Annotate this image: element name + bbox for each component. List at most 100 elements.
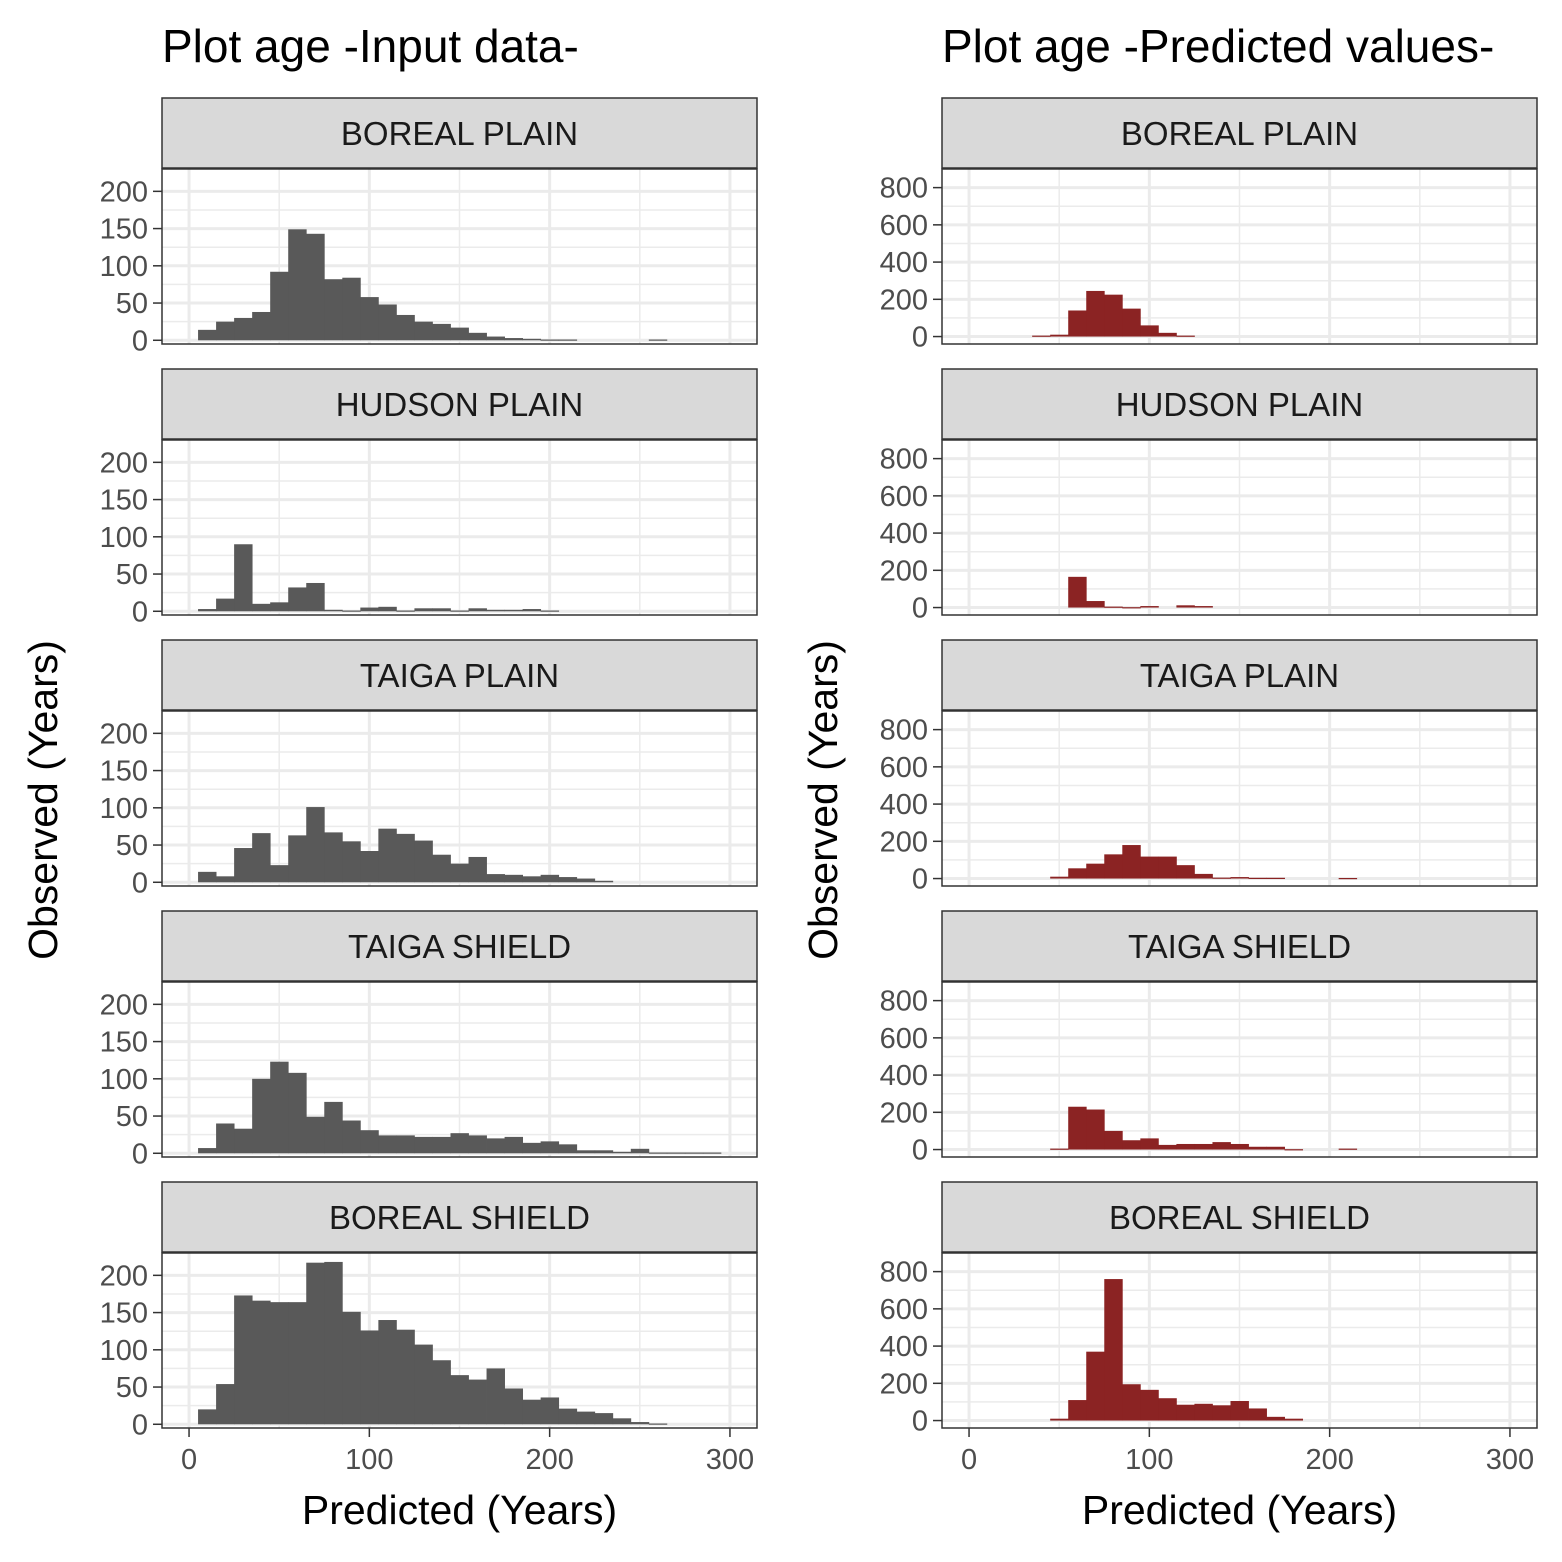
histogram-bar xyxy=(540,339,560,341)
histogram-bar xyxy=(1176,335,1195,337)
facet-label: BOREAL PLAIN xyxy=(1121,115,1358,152)
x-axis: 0 100 200 300 Predicted (Years) xyxy=(961,1428,1534,1533)
histogram-bar xyxy=(576,1150,596,1154)
y-axis: 0 200 400 600 800 xyxy=(880,173,942,354)
histogram-bar xyxy=(198,609,217,612)
histogram-bar xyxy=(1230,1401,1249,1421)
facet-label: TAIGA SHIELD xyxy=(1128,928,1351,965)
histogram-bar xyxy=(324,1261,343,1425)
histogram-bar xyxy=(450,863,469,883)
facet-label: BOREAL PLAIN xyxy=(341,115,578,152)
histogram-bar xyxy=(378,1320,397,1425)
histogram-bar xyxy=(342,610,361,612)
chart-panel-input-data: Plot age -Input data- BOREAL PLAIN 0 50 100 1… xyxy=(20,20,758,1533)
histogram-bar xyxy=(594,1150,614,1154)
histogram-bar xyxy=(504,1388,524,1425)
histogram-bar xyxy=(1338,877,1358,880)
y-axis: 0 50 100 150 200 xyxy=(100,989,162,1170)
histogram-bar xyxy=(270,1302,289,1425)
histogram-bar xyxy=(252,1300,271,1425)
histogram-bar xyxy=(1032,335,1051,337)
histogram-bar xyxy=(216,876,235,883)
histogram-bar xyxy=(414,321,433,341)
histogram-bar xyxy=(1158,1398,1177,1421)
histogram-bar xyxy=(252,1078,271,1154)
y-tick-label: 50 xyxy=(116,559,148,591)
histogram-bar xyxy=(288,1072,307,1154)
facet-label: HUDSON PLAIN xyxy=(1116,386,1364,423)
histogram-bar xyxy=(1068,1400,1087,1421)
histogram-bar xyxy=(1122,1140,1141,1150)
histogram-bar xyxy=(270,865,289,883)
histogram-bar xyxy=(324,279,343,341)
y-tick-label: 0 xyxy=(132,867,148,899)
facet-taiga-plain: TAIGA PLAIN 0 200 400 600 800 xyxy=(880,639,1538,896)
y-tick-label: 200 xyxy=(100,1260,148,1292)
histogram-bar xyxy=(1266,877,1285,880)
y-tick-label: 0 xyxy=(912,1135,928,1167)
histogram-bars xyxy=(1050,1279,1304,1421)
histogram-bar xyxy=(216,1384,235,1425)
histogram-bar xyxy=(234,1128,253,1154)
facet-strip xyxy=(941,368,1538,440)
y-tick-label: 800 xyxy=(880,444,928,476)
histogram-bar xyxy=(576,1411,596,1425)
histogram-bar xyxy=(216,598,235,612)
histogram-bar xyxy=(1068,1106,1087,1150)
x-tick-label: 300 xyxy=(1486,1444,1534,1476)
histogram-bar xyxy=(198,329,217,341)
y-axis: 0 200 400 600 800 xyxy=(880,444,942,625)
grid-lines xyxy=(942,1253,1537,1428)
histogram-bar xyxy=(234,1295,253,1425)
x-tick-label: 100 xyxy=(1125,1444,1173,1476)
histogram-bar xyxy=(1140,606,1159,608)
histogram-bar xyxy=(594,1413,614,1425)
histogram-bar xyxy=(1248,877,1267,880)
histogram-bar xyxy=(378,1135,397,1154)
x-axis-title: Predicted (Years) xyxy=(302,1487,617,1533)
histogram-bar xyxy=(1140,325,1159,337)
histogram-bar xyxy=(414,840,433,883)
histogram-bar xyxy=(1086,863,1105,879)
histogram-bars xyxy=(198,229,668,341)
histogram-bar xyxy=(1050,876,1069,879)
histogram-bar xyxy=(558,339,578,341)
y-axis: 0 50 100 150 200 xyxy=(100,718,162,899)
histogram-bar xyxy=(1176,605,1195,608)
histogram-bar xyxy=(306,1116,325,1154)
histogram-bar xyxy=(486,609,505,612)
histogram-bar xyxy=(252,833,271,883)
histogram-bar xyxy=(324,832,343,883)
histogram-bar xyxy=(432,1360,451,1425)
histogram-bar xyxy=(576,878,596,883)
histogram-bar xyxy=(360,1330,379,1425)
x-tick-label: 200 xyxy=(1305,1444,1353,1476)
histogram-bars xyxy=(198,1261,668,1425)
histogram-bar xyxy=(378,828,397,883)
y-tick-label: 600 xyxy=(880,481,928,513)
y-tick-label: 600 xyxy=(880,1294,928,1326)
grid-lines xyxy=(942,440,1537,615)
histogram-bar xyxy=(1284,1149,1304,1151)
histogram-bar xyxy=(1266,1146,1285,1150)
facet-taiga-plain: TAIGA PLAIN 0 50 100 150 200 xyxy=(100,639,758,899)
histogram-bar xyxy=(1140,1138,1159,1150)
histogram-bar xyxy=(558,877,578,883)
histogram-bar xyxy=(522,876,542,883)
facet-strip xyxy=(161,910,758,982)
histogram-bar xyxy=(396,314,415,341)
facet-strip xyxy=(941,639,1538,711)
x-tick-label: 100 xyxy=(345,1444,393,1476)
histogram-bar xyxy=(360,297,379,341)
histogram-bar xyxy=(1158,1144,1177,1150)
histogram-bar xyxy=(360,607,379,612)
histogram-bar xyxy=(1176,1143,1195,1150)
y-tick-label: 150 xyxy=(100,1298,148,1330)
histogram-bars xyxy=(198,807,614,883)
facet-strip xyxy=(161,97,758,169)
facet-boreal-plain: BOREAL PLAIN 0 50 100 150 200 xyxy=(100,97,758,357)
histogram-bar xyxy=(216,321,235,341)
histogram-bar xyxy=(324,1101,343,1154)
histogram-bar xyxy=(1122,607,1141,609)
